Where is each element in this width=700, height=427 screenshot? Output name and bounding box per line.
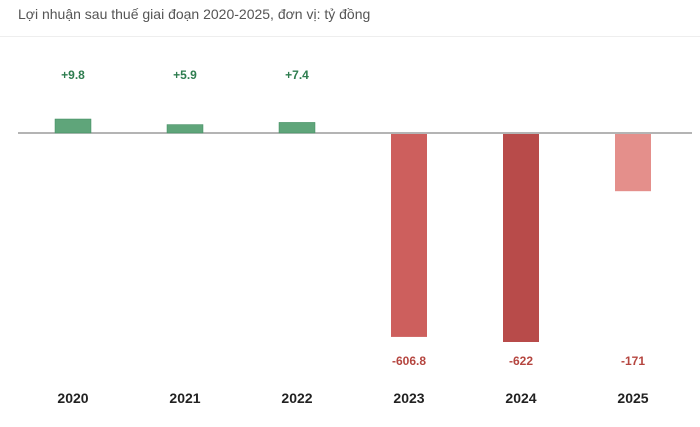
value-label-2022: +7.4 <box>285 68 309 82</box>
value-label-2021: +5.9 <box>173 68 197 82</box>
value-label-2023: -606.8 <box>392 354 426 368</box>
value-label-2025: -171 <box>621 354 645 368</box>
bar-2022 <box>278 122 316 134</box>
x-tick-label-2020: 2020 <box>57 390 88 406</box>
x-tick-label-2025: 2025 <box>617 390 648 406</box>
bar-2023 <box>391 134 427 337</box>
bar-2024 <box>503 134 539 342</box>
value-label-2020: +9.8 <box>61 68 85 82</box>
bar-2025 <box>615 134 651 192</box>
bar-2020 <box>54 118 92 134</box>
chart-title: Lợi nhuận sau thuế giai đoạn 2020-2025, … <box>18 6 371 22</box>
value-label-2024: -622 <box>509 354 533 368</box>
x-tick-label-2023: 2023 <box>393 390 424 406</box>
x-tick-label-2021: 2021 <box>169 390 200 406</box>
title-divider <box>0 36 700 37</box>
bar-2021 <box>166 124 204 134</box>
x-tick-label-2022: 2022 <box>281 390 312 406</box>
x-tick-label-2024: 2024 <box>505 390 536 406</box>
